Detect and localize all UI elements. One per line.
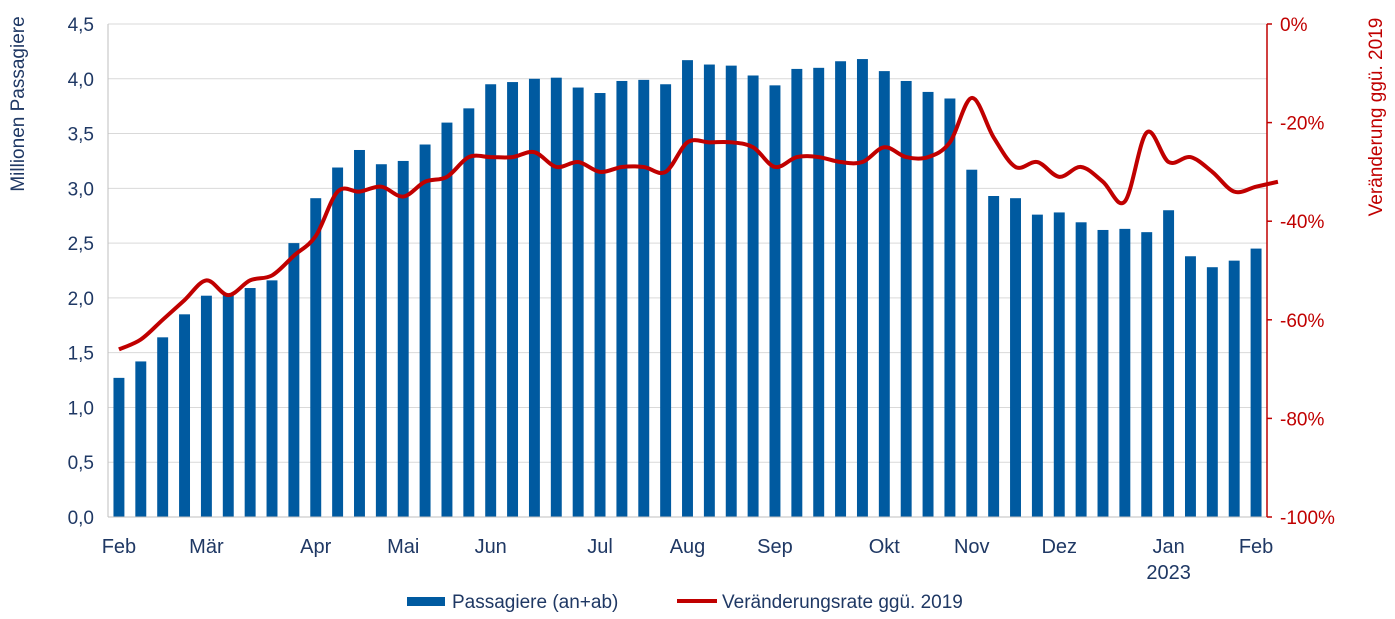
bar: [354, 149, 365, 517]
y-tick-label-left: 3,0: [68, 179, 94, 200]
bar: [507, 82, 519, 517]
y-tick-label-left: 1,0: [68, 398, 94, 419]
line-series-veraenderung: [118, 95, 1279, 352]
x-tick-label: Jul: [587, 536, 613, 558]
bar: [1228, 260, 1240, 517]
bar: [244, 288, 256, 517]
y-tick-label-right: -60%: [1280, 311, 1324, 332]
y-tick-label-left: 4,0: [68, 70, 94, 91]
x-tick-label: Feb: [1239, 536, 1273, 558]
legend-label-bar: Passagiere (an+ab): [452, 592, 618, 613]
bar: [791, 68, 803, 517]
bar: [1184, 256, 1196, 517]
bar: [1250, 248, 1262, 518]
bar: [1010, 198, 1021, 517]
y-tick-label-right: -40%: [1280, 212, 1324, 233]
bar: [944, 98, 956, 518]
y-tick-label-right: -20%: [1280, 114, 1324, 135]
bar: [375, 164, 387, 517]
x-tick-label: Jun: [475, 536, 507, 558]
x-year-label: 2023: [1146, 562, 1191, 584]
bar: [222, 293, 234, 517]
bar: [988, 196, 1000, 517]
bar: [266, 280, 278, 517]
bar: [1097, 229, 1109, 517]
bar: [682, 60, 693, 518]
bar: [835, 61, 847, 517]
x-tick-label: Okt: [869, 536, 901, 558]
y-tick-label-left: 2,5: [68, 234, 94, 255]
bar: [966, 169, 978, 517]
y-tick-label-left: 1,5: [68, 344, 94, 365]
bar: [463, 108, 475, 517]
bar: [310, 198, 322, 517]
y-tick-label-left: 0,0: [68, 508, 94, 529]
x-tick-label: Dez: [1041, 536, 1077, 558]
bar: [1053, 212, 1065, 518]
bar: [856, 59, 868, 518]
series-line: [118, 95, 1279, 352]
y-tick-label-right: -80%: [1280, 409, 1324, 430]
bar: [594, 93, 606, 518]
bar: [550, 77, 562, 517]
bar: [725, 65, 737, 518]
bar: [528, 78, 540, 518]
x-tick-label: Jan: [1152, 536, 1184, 558]
bar: [157, 337, 169, 517]
x-tick-label: Nov: [954, 536, 990, 558]
x-tick-label: Feb: [102, 536, 136, 558]
legend: Passagiere (an+ab) Veränderungsrate ggü.…: [407, 592, 963, 613]
bar: [1206, 267, 1218, 517]
bar: [900, 80, 912, 518]
bar: [769, 85, 781, 518]
bar: [1075, 222, 1087, 517]
y-tick-label-left: 3,5: [68, 125, 94, 146]
bar: [332, 167, 344, 518]
bar: [1163, 210, 1175, 517]
bar: [179, 314, 191, 517]
y-tick-label-left: 4,5: [68, 15, 94, 36]
right-axis-ticks: -100% -80% -60% -40% -20% 0%: [1267, 15, 1335, 529]
bar: [113, 377, 125, 517]
bar-series-passagiere: [113, 59, 1262, 518]
bar: [200, 295, 212, 517]
y-tick-label-right: -100%: [1280, 508, 1335, 529]
bar: [135, 361, 147, 517]
y-axis-label-right: Veränderung ggü. 2019: [1366, 18, 1387, 217]
bar: [288, 243, 300, 517]
bar: [397, 160, 409, 517]
bar: [703, 64, 715, 517]
y-tick-label-right: 0%: [1280, 15, 1308, 36]
x-tick-label: Mär: [189, 536, 224, 558]
x-tick-label: Mai: [387, 536, 419, 558]
bar: [660, 84, 672, 517]
bar: [813, 67, 825, 518]
bar: [1141, 232, 1153, 517]
bar: [638, 79, 650, 517]
legend-swatch-bar: [407, 597, 445, 606]
x-tick-label: Apr: [300, 536, 331, 558]
bar: [485, 84, 497, 517]
bar: [1119, 228, 1131, 517]
bar: [419, 144, 431, 517]
left-axis-ticks: 0,0 0,5 1,0 1,5 2,0 2,5 3,0 3,5 4,0 4,5: [68, 15, 94, 529]
y-axis-label-left: Millionen Passagiere: [8, 16, 29, 191]
y-tick-label-left: 2,0: [68, 289, 94, 310]
x-tick-label: Sep: [757, 536, 793, 558]
bar: [441, 122, 453, 517]
bar: [878, 71, 890, 517]
legend-label-line: Veränderungsrate ggü. 2019: [722, 592, 963, 613]
bar: [747, 75, 759, 517]
x-axis-ticks: Feb Mär Apr Mai Jun Jul Aug Sep Okt Nov Dez Jan Feb 2…: [102, 536, 1274, 584]
x-tick-label: Aug: [670, 536, 706, 558]
y-tick-label-left: 0,5: [68, 453, 94, 474]
bar: [1031, 214, 1043, 518]
bar: [922, 91, 934, 518]
bar: [572, 87, 584, 517]
axes: [107, 24, 1268, 518]
bar: [616, 80, 628, 518]
